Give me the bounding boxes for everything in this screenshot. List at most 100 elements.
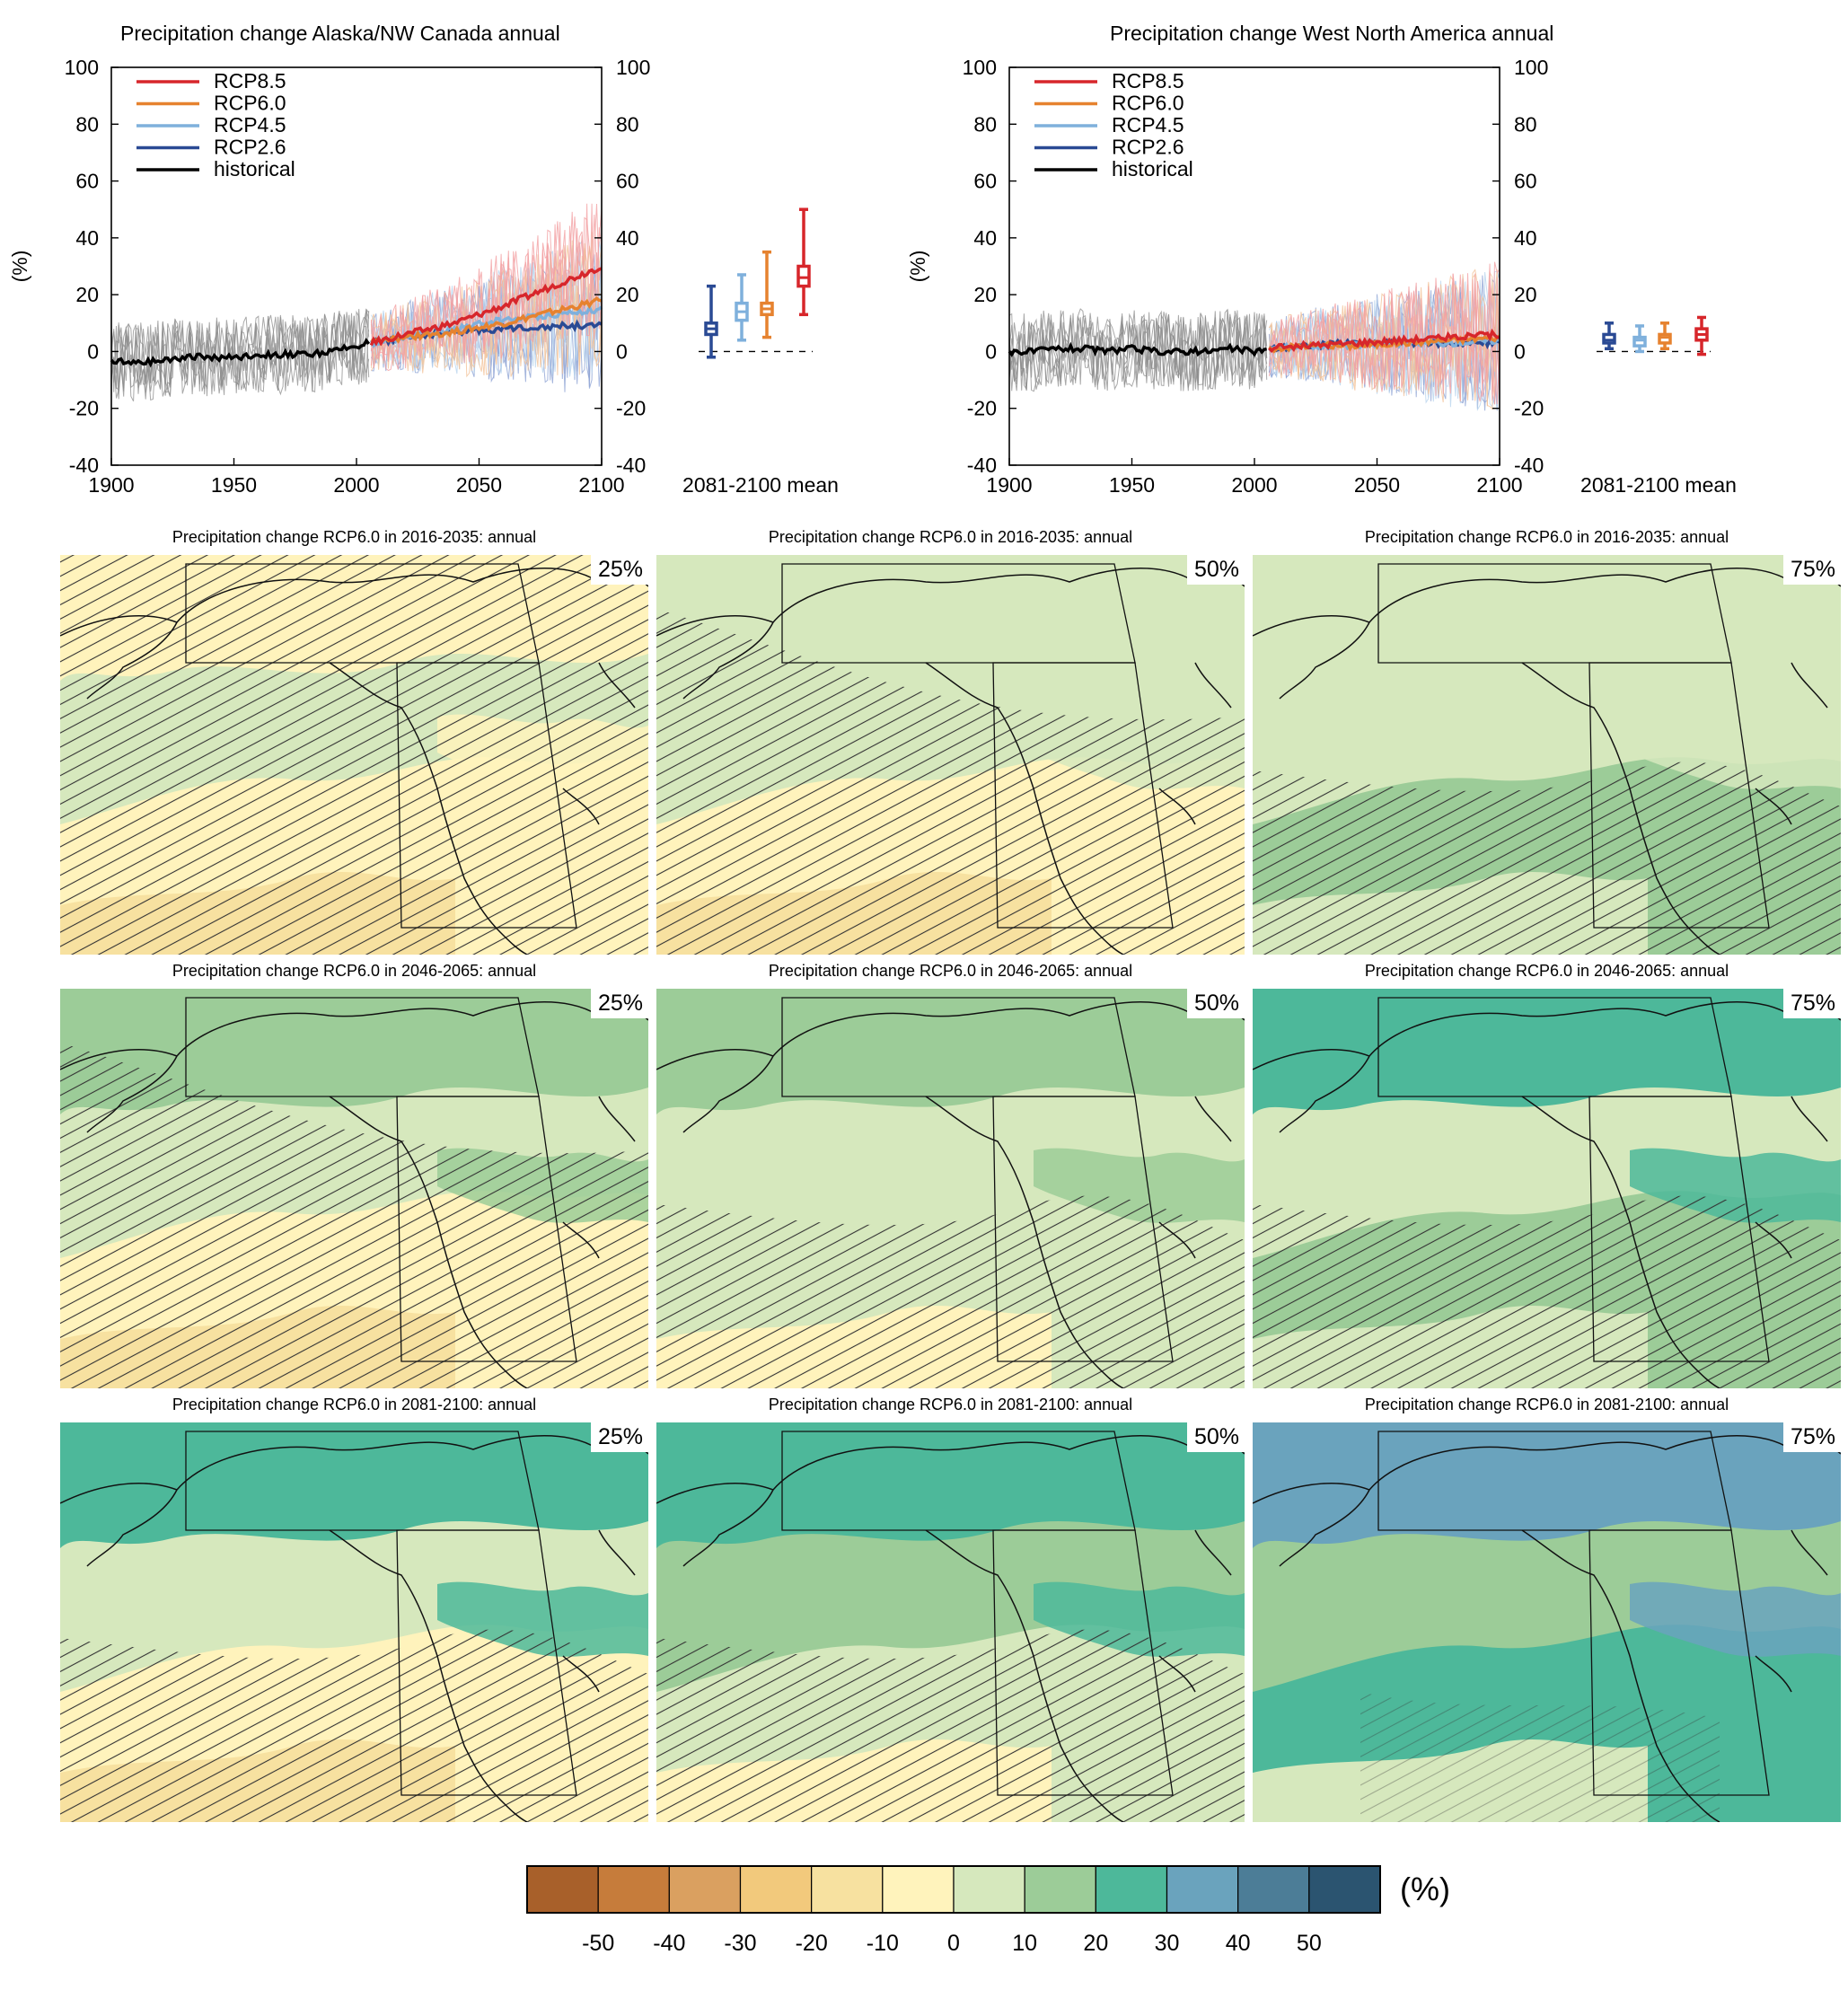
ytick-label-right: 60 xyxy=(1514,170,1537,193)
box-rcp85 xyxy=(1694,315,1709,357)
mean-label: 2081-2100 mean xyxy=(682,473,839,497)
percentile-badge: 25% xyxy=(590,555,648,585)
ytick-label-right: -20 xyxy=(616,397,646,420)
legend-label: RCP4.5 xyxy=(1112,113,1184,136)
legend-label: RCP4.5 xyxy=(214,113,286,136)
box-body xyxy=(1658,332,1672,345)
ytick-label-left: 0 xyxy=(87,339,99,363)
historical-member-line xyxy=(1009,312,1268,391)
series-line-historical xyxy=(110,338,371,368)
colorbar-swatch xyxy=(1308,1865,1381,1914)
y-axis-label: (%) xyxy=(8,251,31,283)
box-rcp26 xyxy=(704,284,718,359)
percentile-badge: 75% xyxy=(1782,989,1841,1018)
ytick-label-left: 20 xyxy=(75,283,99,306)
box-rcp45 xyxy=(735,273,749,342)
ytick-label-right: 40 xyxy=(616,226,639,250)
region-outline-west-north-america xyxy=(992,662,1174,929)
colorbar-tick-label: 50 xyxy=(1297,1931,1322,1956)
coastline xyxy=(656,1435,1245,1822)
region-outline-west-north-america xyxy=(396,662,577,929)
percentile-badge: 25% xyxy=(590,989,648,1018)
map-panel-2081-2100-75pct: 75% xyxy=(1253,1422,1841,1822)
colorbar-tick-label: 0 xyxy=(947,1931,960,1956)
map-panel-2046-2065-75pct: 75% xyxy=(1253,989,1841,1388)
ytick-label-left: 100 xyxy=(65,56,99,79)
map-panel-2046-2065-25pct: 25% xyxy=(60,989,648,1388)
map-svg xyxy=(1253,555,1841,955)
coastline xyxy=(656,1001,1245,1388)
hatch-area xyxy=(656,609,1245,955)
colorbar-swatch xyxy=(882,1865,955,1914)
series-line-rcp60 xyxy=(370,296,603,346)
ytick-label-right: 0 xyxy=(616,339,628,363)
hatch-area xyxy=(656,1629,1245,1822)
legend-label: RCP6.0 xyxy=(214,92,286,115)
ytick-label-left: 0 xyxy=(985,339,997,363)
colorbar-tick-label: -20 xyxy=(796,1931,828,1956)
ytick-label-left: 60 xyxy=(75,170,99,193)
map-field-north xyxy=(656,555,1245,681)
colorbar-tick-label: -40 xyxy=(653,1931,685,1956)
coastline xyxy=(1253,1001,1841,1388)
ytick-label-left: 80 xyxy=(973,112,997,136)
region-outline-west-north-america xyxy=(1588,1529,1770,1796)
colorbar: -50 -40 -30 -20 -10 0 10 20 30 40 50 (%) xyxy=(526,1865,1450,1956)
xtick-label: 2100 xyxy=(1476,473,1522,497)
map-panel-2016-2035-75pct: 75% xyxy=(1253,555,1841,955)
map-field-north xyxy=(1253,555,1841,681)
percentile-badge: 75% xyxy=(1782,1422,1841,1452)
box-body xyxy=(796,264,811,288)
series-line-rcp85 xyxy=(369,267,603,347)
ytick-label-right: 80 xyxy=(616,112,639,136)
map-field-north xyxy=(656,1422,1245,1548)
legend-label: RCP8.5 xyxy=(1112,69,1184,92)
ytick-label-right: 40 xyxy=(1514,226,1537,250)
hatch-area xyxy=(1253,762,1841,955)
ytick-label-left: -40 xyxy=(69,453,99,477)
ytick-label-left: 60 xyxy=(973,170,997,193)
region-outline-west-north-america xyxy=(1588,662,1770,929)
legend-label: RCP2.6 xyxy=(1112,136,1184,159)
region-outline-west-north-america xyxy=(992,1096,1174,1362)
percentile-badge: 50% xyxy=(1186,989,1245,1018)
map-title: Precipitation change RCP6.0 in 2081-2100… xyxy=(768,1396,1133,1413)
chart-title-alaska: Precipitation change Alaska/NW Canada an… xyxy=(120,22,560,45)
map-field-north xyxy=(1253,1422,1841,1548)
box-rcp26 xyxy=(1602,321,1616,351)
xtick-label: 1900 xyxy=(88,473,134,497)
map-svg xyxy=(60,555,648,955)
ytick-label-right: -20 xyxy=(1514,397,1544,420)
scenario-member-line xyxy=(370,208,602,372)
colorbar-tick-label: 30 xyxy=(1155,1931,1180,1956)
region-outline-west-north-america xyxy=(992,1529,1174,1796)
colorbar-tick-label: 40 xyxy=(1226,1931,1251,1956)
colorbar-tick-label: -50 xyxy=(582,1931,614,1956)
map-field-north xyxy=(656,989,1245,1114)
ytick-label-left: 20 xyxy=(973,283,997,306)
ytick-label-left: -20 xyxy=(967,397,997,420)
xtick-label: 2100 xyxy=(578,473,624,497)
map-panel-2081-2100-50pct: 50% xyxy=(656,1422,1245,1822)
historical-member-line xyxy=(111,310,370,396)
series-line-rcp85 xyxy=(1268,328,1500,353)
series-line-historical xyxy=(1008,341,1267,357)
map-title: Precipitation change RCP6.0 in 2016-2035… xyxy=(172,528,537,546)
map-field-north xyxy=(60,989,648,1114)
mean-label: 2081-2100 mean xyxy=(1580,473,1737,497)
historical-member-line xyxy=(111,310,370,399)
map-panel-2016-2035-25pct: 25% xyxy=(60,555,648,955)
colorbar-swatch xyxy=(1095,1865,1168,1914)
ytick-label-right: -40 xyxy=(616,453,646,477)
colorbar-swatch xyxy=(953,1865,1025,1914)
region-outline-west-north-america xyxy=(396,1096,577,1362)
percentile-badge: 50% xyxy=(1186,1422,1245,1452)
map-panel-2016-2035-50pct: 50% xyxy=(656,555,1245,955)
map-svg xyxy=(60,1422,648,1822)
hatch-area xyxy=(656,1195,1245,1388)
ytick-label-right: 100 xyxy=(1514,56,1548,79)
xtick-label: 2000 xyxy=(1231,473,1277,497)
ytick-label-left: 100 xyxy=(963,56,997,79)
coastline xyxy=(60,568,648,955)
box-body xyxy=(1602,332,1616,345)
